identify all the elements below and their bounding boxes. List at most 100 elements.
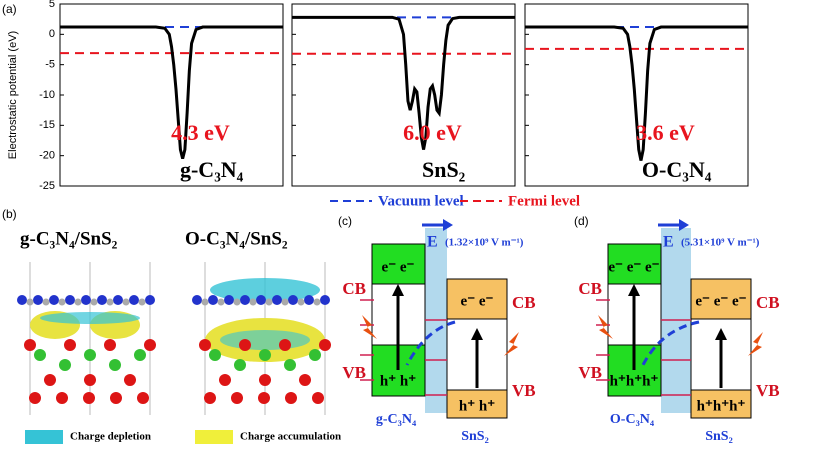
atom bbox=[83, 392, 95, 404]
lightning bbox=[748, 332, 763, 356]
transfer-path bbox=[405, 320, 456, 366]
atom bbox=[265, 298, 273, 306]
band-label: CB bbox=[578, 279, 602, 298]
atom bbox=[113, 295, 123, 305]
band-diagram: (c) E (1.32×10⁹ V m⁻¹) e⁻ e⁻ h⁺ h⁺ e⁻ e⁻ h⁺ h⁺… bbox=[338, 214, 536, 444]
atom bbox=[110, 392, 122, 404]
electrons: e⁻ e⁻ e⁻ bbox=[695, 293, 746, 309]
band-diagram: (d) E (5.31×10⁹ V m⁻¹) e⁻ e⁻ e⁻ h⁺h⁺h⁺ e⁻ e⁻ … bbox=[574, 214, 780, 444]
atom bbox=[42, 298, 50, 306]
shape bbox=[40, 312, 140, 324]
arrowhead bbox=[628, 284, 640, 296]
atom bbox=[279, 339, 291, 351]
atom bbox=[319, 339, 331, 351]
chart: -25 -20 -15 -10 -5 0 5 Electrostatic potential … bbox=[7, 0, 284, 192]
y-tick-label: -20 bbox=[39, 150, 55, 162]
arrowhead bbox=[471, 328, 483, 340]
band-label: VB bbox=[512, 381, 536, 400]
field-symbol: E bbox=[663, 234, 674, 251]
band-label: VB bbox=[756, 381, 780, 400]
atom bbox=[134, 349, 146, 361]
field-arrowhead bbox=[679, 219, 689, 231]
annotation: g-C₃N₄ bbox=[180, 157, 244, 182]
atom bbox=[84, 349, 96, 361]
annotation: 3.6 eV bbox=[636, 120, 695, 145]
valence-band bbox=[690, 389, 752, 419]
structure-left bbox=[29, 262, 151, 415]
lightning bbox=[504, 332, 519, 356]
shape bbox=[220, 330, 310, 350]
annotation: O-C₃N₄ bbox=[642, 157, 712, 182]
atom bbox=[209, 349, 221, 361]
holes: h⁺h⁺h⁺ bbox=[610, 373, 659, 389]
atom bbox=[256, 295, 266, 305]
structure-title: O-C₃N₄/SnS₂ bbox=[185, 228, 288, 249]
atom bbox=[299, 374, 311, 386]
atom bbox=[199, 339, 211, 351]
plot-frame bbox=[524, 3, 749, 187]
atom bbox=[320, 295, 330, 305]
atom bbox=[17, 295, 27, 305]
atom bbox=[192, 295, 202, 305]
atom bbox=[284, 359, 296, 371]
plot-frame bbox=[59, 3, 284, 187]
annotation: 4.3 eV bbox=[171, 120, 230, 145]
field-strength: (1.32×10⁹ V m⁻¹) bbox=[445, 237, 524, 249]
y-tick-label: -25 bbox=[39, 180, 55, 192]
atom bbox=[129, 295, 139, 305]
legend: Vacuum level Fermi level bbox=[330, 193, 580, 209]
y-tick-label: -10 bbox=[39, 89, 55, 101]
atom bbox=[90, 298, 98, 306]
atom bbox=[84, 374, 96, 386]
atom bbox=[33, 295, 43, 305]
atom bbox=[56, 392, 68, 404]
arrowhead bbox=[392, 284, 404, 296]
material-label: O-C₃N₄ bbox=[610, 412, 655, 427]
y-tick-label: 0 bbox=[49, 28, 55, 40]
atom bbox=[145, 295, 155, 305]
band-label: CB bbox=[756, 293, 780, 312]
atom bbox=[285, 392, 297, 404]
atom bbox=[24, 339, 36, 351]
legend-swatch bbox=[25, 430, 63, 444]
lightning bbox=[598, 315, 613, 339]
atom bbox=[297, 298, 305, 306]
band-label: VB bbox=[578, 363, 602, 382]
annotation: 6.0 eV bbox=[403, 120, 462, 145]
atom bbox=[122, 298, 130, 306]
atom bbox=[217, 298, 225, 306]
panel-label: (d) bbox=[574, 214, 589, 228]
panel-label: (a) bbox=[2, 2, 17, 16]
panel-label: (b) bbox=[2, 207, 17, 221]
atom bbox=[81, 295, 91, 305]
atom bbox=[272, 295, 282, 305]
legend-text: Charge depletion bbox=[70, 431, 151, 443]
holes: h⁺ h⁺ bbox=[459, 398, 495, 414]
atom bbox=[144, 339, 156, 351]
holes: h⁺h⁺h⁺ bbox=[697, 398, 746, 414]
conduction-band bbox=[690, 278, 752, 320]
atom bbox=[249, 298, 257, 306]
y-tick-label: 5 bbox=[49, 0, 55, 10]
atom bbox=[34, 349, 46, 361]
atom bbox=[138, 298, 146, 306]
atom bbox=[258, 392, 270, 404]
atom bbox=[208, 295, 218, 305]
band-label: VB bbox=[342, 363, 366, 382]
atom bbox=[288, 295, 298, 305]
atom bbox=[233, 298, 241, 306]
holes: h⁺ h⁺ bbox=[380, 373, 416, 389]
legend-text: Fermi level bbox=[508, 193, 580, 209]
valence-band bbox=[446, 389, 508, 419]
atom bbox=[106, 298, 114, 306]
conduction-band bbox=[371, 243, 426, 285]
atom bbox=[204, 392, 216, 404]
atom bbox=[201, 298, 209, 306]
atom bbox=[259, 374, 271, 386]
lightning bbox=[362, 315, 377, 339]
atom bbox=[312, 392, 324, 404]
panel-label: (c) bbox=[338, 214, 352, 228]
chart: 6.0 eV SnS₂ bbox=[291, 3, 516, 187]
band-label: CB bbox=[342, 279, 366, 298]
